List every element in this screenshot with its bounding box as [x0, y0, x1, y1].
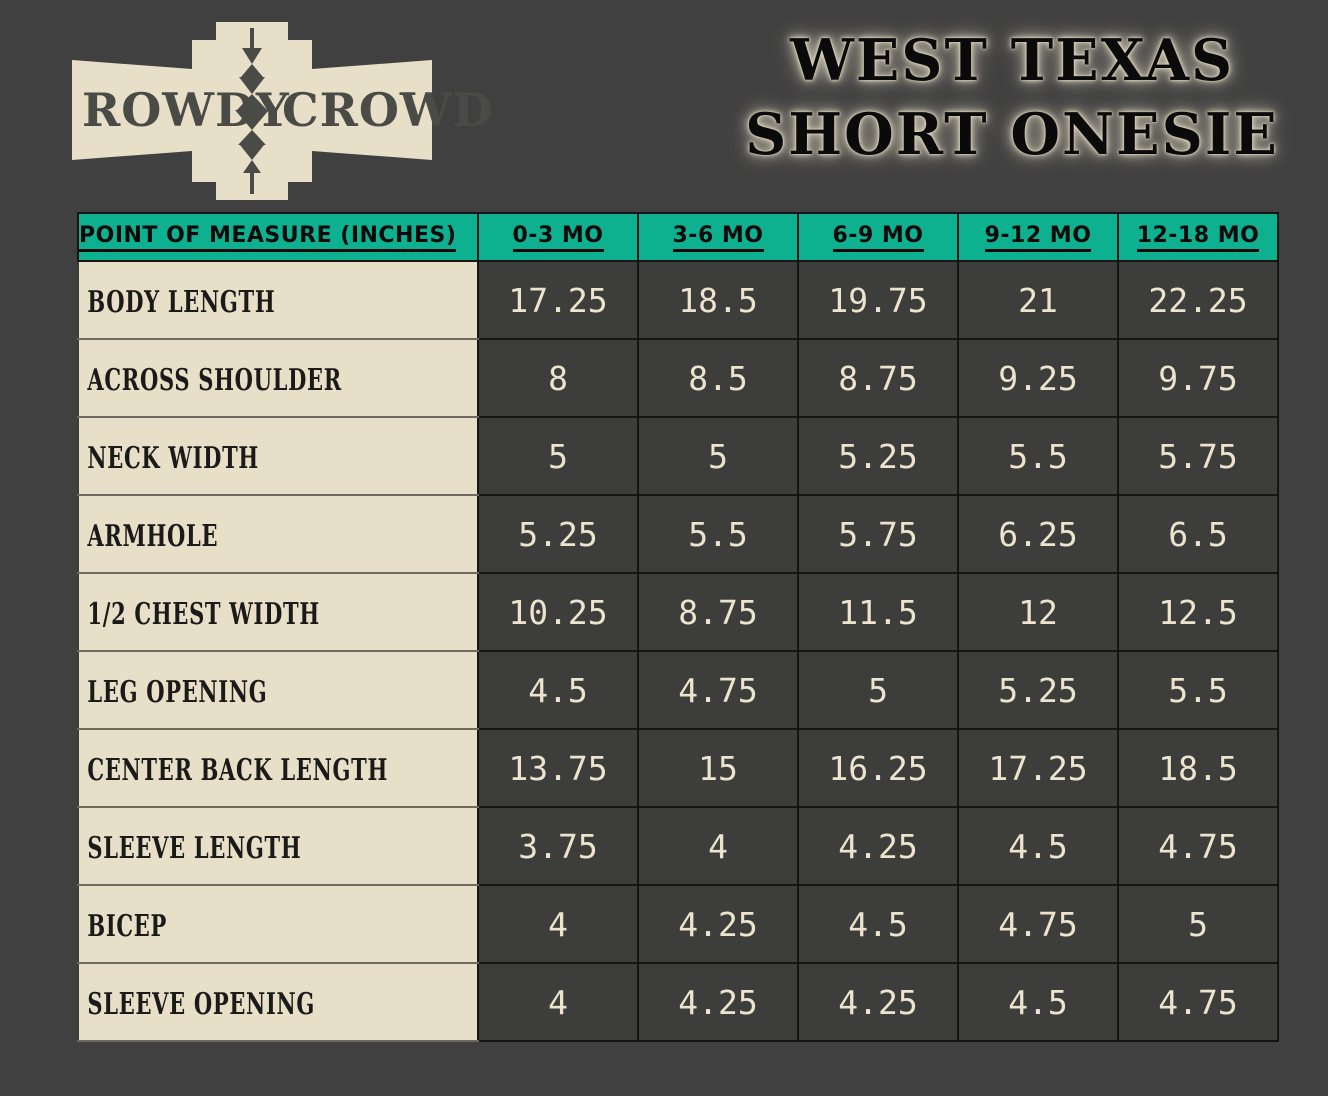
page-title-line-1: WEST TEXAS	[789, 27, 1235, 94]
spear-emblem-icon	[232, 28, 272, 194]
measurement-value-cell: 8	[477, 338, 639, 418]
measure-name-label: CENTER BACK LENGTH	[87, 752, 389, 788]
logo-word-crowd: CROWD	[282, 83, 494, 137]
measurement-value-cell: 5	[637, 416, 799, 496]
measurement-value-cell: 19.75	[797, 260, 959, 340]
table-row: SLEEVE LENGTH 3.75 4 4.25 4.5 4.75	[77, 806, 1279, 886]
measurement-value-cell: 5.25	[957, 650, 1119, 730]
measurement-value-cell: 4.25	[637, 962, 799, 1042]
measurement-value-cell: 12	[957, 572, 1119, 652]
measure-name-label: NECK WIDTH	[87, 440, 259, 476]
measurement-value-cell: 5.75	[1117, 416, 1279, 496]
measurement-value-cell: 10.25	[477, 572, 639, 652]
size-chart-header: POINT OF MEASURE (INCHES) 0-3 MO 3-6 MO …	[77, 212, 1279, 262]
column-header-3-6-mo: 3-6 MO	[637, 212, 799, 262]
measure-name-label: ACROSS SHOULDER	[87, 362, 342, 398]
measurement-value-cell: 13.75	[477, 728, 639, 808]
measurement-value-cell: 16.25	[797, 728, 959, 808]
table-row: BICEP 4 4.25 4.5 4.75 5	[77, 884, 1279, 964]
measurement-value-cell: 5.75	[797, 494, 959, 574]
measure-name-cell: LEG OPENING	[77, 650, 478, 730]
measurement-value-cell: 8.75	[637, 572, 799, 652]
measurement-value-cell: 4.75	[1117, 806, 1279, 886]
measure-name-cell: NECK WIDTH	[77, 416, 478, 496]
table-row: ACROSS SHOULDER 8 8.5 8.75 9.25 9.75	[77, 338, 1279, 418]
measurement-value-cell: 4.5	[477, 650, 639, 730]
measurement-value-cell: 18.5	[637, 260, 799, 340]
measurement-value-cell: 4.75	[637, 650, 799, 730]
measurement-value-cell: 21	[957, 260, 1119, 340]
measurement-value-cell: 3.75	[477, 806, 639, 886]
size-chart-table: POINT OF MEASURE (INCHES) 0-3 MO 3-6 MO …	[77, 212, 1279, 1042]
measure-name-cell: ARMHOLE	[77, 494, 478, 574]
table-row: BODY LENGTH 17.25 18.5 19.75 21 22.25	[77, 260, 1279, 340]
size-chart-body: BODY LENGTH 17.25 18.5 19.75 21 22.25 ACROSS S…	[77, 260, 1279, 1042]
measurement-value-cell: 5.5	[1117, 650, 1279, 730]
measurement-value-cell: 4.5	[957, 806, 1119, 886]
measurement-value-cell: 4	[477, 962, 639, 1042]
measure-name-cell: 1/2 CHEST WIDTH	[77, 572, 478, 652]
measurement-value-cell: 17.25	[477, 260, 639, 340]
measurement-value-cell: 6.25	[957, 494, 1119, 574]
logo-word-rowdy: ROWDY	[82, 83, 290, 137]
measurement-value-cell: 18.5	[1117, 728, 1279, 808]
measurement-value-cell: 5	[1117, 884, 1279, 964]
measure-name-cell: CENTER BACK LENGTH	[77, 728, 478, 808]
measurement-value-cell: 4.25	[637, 884, 799, 964]
table-row: CENTER BACK LENGTH 13.75 15 16.25 17.25 18.5	[77, 728, 1279, 808]
page-title-line-2: SHORT ONESIE	[745, 101, 1279, 168]
page-header: ROWDY CROWD WEST TEXAS SHORT ONESIE	[0, 0, 1328, 212]
measurement-value-cell: 9.25	[957, 338, 1119, 418]
measurement-value-cell: 5.25	[477, 494, 639, 574]
table-row: ARMHOLE 5.25 5.5 5.75 6.25 6.5	[77, 494, 1279, 574]
measure-name-cell: SLEEVE OPENING	[77, 962, 478, 1042]
measurement-value-cell: 4.25	[797, 962, 959, 1042]
measure-name-label: LEG OPENING	[87, 674, 268, 710]
table-row: 1/2 CHEST WIDTH 10.25 8.75 11.5 12 12.5	[77, 572, 1279, 652]
measurement-value-cell: 22.25	[1117, 260, 1279, 340]
measurement-value-cell: 5.5	[957, 416, 1119, 496]
measurement-value-cell: 4	[637, 806, 799, 886]
measurement-value-cell: 4	[477, 884, 639, 964]
measurement-value-cell: 4.5	[797, 884, 959, 964]
measure-name-label: SLEEVE LENGTH	[87, 830, 302, 866]
measure-name-label: BODY LENGTH	[87, 284, 276, 320]
header-row: POINT OF MEASURE (INCHES) 0-3 MO 3-6 MO …	[77, 212, 1279, 262]
measure-name-cell: BICEP	[77, 884, 478, 964]
measurement-value-cell: 11.5	[797, 572, 959, 652]
measure-name-cell: BODY LENGTH	[77, 260, 478, 340]
measurement-value-cell: 8.5	[637, 338, 799, 418]
measurement-value-cell: 12.5	[1117, 572, 1279, 652]
table-row: NECK WIDTH 5 5 5.25 5.5 5.75	[77, 416, 1279, 496]
column-header-12-18-mo: 12-18 MO	[1117, 212, 1279, 262]
measurement-value-cell: 8.75	[797, 338, 959, 418]
measurement-value-cell: 17.25	[957, 728, 1119, 808]
column-header-6-9-mo: 6-9 MO	[797, 212, 959, 262]
measure-name-label: 1/2 CHEST WIDTH	[87, 596, 320, 632]
measurement-value-cell: 4.5	[957, 962, 1119, 1042]
table-row: SLEEVE OPENING 4 4.25 4.25 4.5 4.75	[77, 962, 1279, 1042]
measurement-value-cell: 5.25	[797, 416, 959, 496]
column-header-9-12-mo: 9-12 MO	[957, 212, 1119, 262]
measurement-value-cell: 4.75	[1117, 962, 1279, 1042]
measurement-value-cell: 15	[637, 728, 799, 808]
measurement-value-cell: 5	[477, 416, 639, 496]
measurement-value-cell: 5.5	[637, 494, 799, 574]
page-title: WEST TEXAS SHORT ONESIE	[742, 24, 1282, 172]
measurement-value-cell: 6.5	[1117, 494, 1279, 574]
column-header-0-3-mo: 0-3 MO	[477, 212, 639, 262]
measure-name-label: ARMHOLE	[87, 518, 219, 554]
measurement-value-cell: 4.25	[797, 806, 959, 886]
measure-name-cell: ACROSS SHOULDER	[77, 338, 478, 418]
table-row: LEG OPENING 4.5 4.75 5 5.25 5.5	[77, 650, 1279, 730]
column-header-point-of-measure: POINT OF MEASURE (INCHES)	[77, 212, 479, 262]
measure-name-label: SLEEVE OPENING	[87, 986, 315, 1022]
measure-name-cell: SLEEVE LENGTH	[77, 806, 478, 886]
measurement-value-cell: 4.75	[957, 884, 1119, 964]
brand-logo: ROWDY CROWD	[68, 22, 494, 200]
measure-name-label: BICEP	[87, 908, 167, 944]
measurement-value-cell: 5	[797, 650, 959, 730]
measurement-value-cell: 9.75	[1117, 338, 1279, 418]
